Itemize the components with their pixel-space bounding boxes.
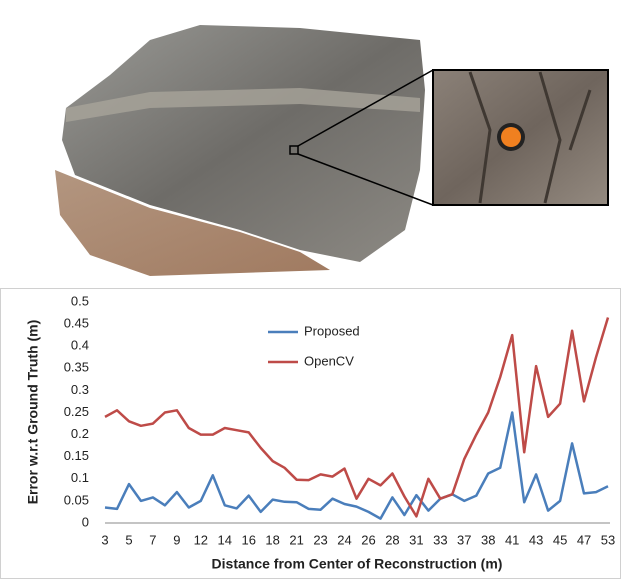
y-tick-label: 0.1 <box>71 470 89 485</box>
line-series <box>105 413 608 519</box>
target-marker <box>501 127 521 147</box>
figure: Distance from Center of Reconstruction (… <box>0 0 621 579</box>
y-tick-label: 0.45 <box>64 316 89 331</box>
x-tick-label: 43 <box>529 532 543 547</box>
x-tick-label: 26 <box>361 532 375 547</box>
x-tick-label: 9 <box>173 532 180 547</box>
x-tick-label: 7 <box>149 532 156 547</box>
x-tick-label: 3 <box>101 532 108 547</box>
y-tick-label: 0.4 <box>71 338 89 353</box>
y-axis-title: Error w.r.t Ground Truth (m) <box>25 320 41 505</box>
y-tick-label: 0.25 <box>64 404 89 419</box>
x-tick-label: 31 <box>409 532 423 547</box>
y-tick-label: 0.3 <box>71 382 89 397</box>
legend-label: OpenCV <box>304 353 354 368</box>
reconstruction-photo <box>55 25 608 276</box>
y-tick-label: 0.35 <box>64 360 89 375</box>
x-tick-label: 14 <box>218 532 232 547</box>
y-tick-label: 0 <box>82 514 89 529</box>
x-tick-label: 16 <box>241 532 255 547</box>
x-tick-label: 37 <box>457 532 471 547</box>
x-tick-label: 41 <box>505 532 519 547</box>
y-tick-label: 0.2 <box>71 426 89 441</box>
legend-label: Proposed <box>304 323 360 338</box>
x-tick-label: 12 <box>194 532 208 547</box>
x-tick-label: 38 <box>481 532 495 547</box>
x-tick-label: 53 <box>601 532 615 547</box>
x-tick-label: 21 <box>289 532 303 547</box>
y-tick-label: 0.15 <box>64 448 89 463</box>
x-tick-label: 5 <box>125 532 132 547</box>
x-tick-label: 18 <box>265 532 279 547</box>
x-tick-label: 33 <box>433 532 447 547</box>
x-tick-label: 24 <box>337 532 351 547</box>
y-tick-label: 0.05 <box>64 492 89 507</box>
x-tick-label: 23 <box>313 532 327 547</box>
y-tick-label: 0.5 <box>71 293 89 308</box>
x-tick-label: 28 <box>385 532 399 547</box>
x-tick-label: 47 <box>577 532 591 547</box>
x-axis-title: Distance from Center of Reconstruction (… <box>212 556 503 572</box>
x-tick-label: 45 <box>553 532 567 547</box>
page: Distance from Center of Reconstruction (… <box>0 0 621 579</box>
line-series <box>105 318 608 517</box>
